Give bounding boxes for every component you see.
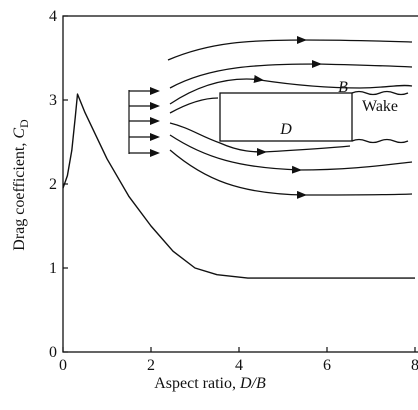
x-tick-label: 4 xyxy=(235,357,243,374)
x-axis-label-symbol: D/B xyxy=(239,375,266,392)
plot-frame xyxy=(62,15,418,353)
x-tick-label: 6 xyxy=(323,357,331,374)
annotation: B xyxy=(338,79,348,96)
x-axis-label-text: Aspect ratio, xyxy=(154,375,240,392)
x-tick-label: 0 xyxy=(59,357,67,374)
y-axis-label-symbol: C xyxy=(11,128,28,139)
x-axis-label: Aspect ratio, D/B xyxy=(154,375,266,392)
y-axis-label-text: Drag coefficient, xyxy=(11,139,28,251)
y-tick-label: 1 xyxy=(49,260,57,277)
y-axis-label-subscript: D xyxy=(17,119,31,128)
x-tick-label: 8 xyxy=(411,357,418,374)
data-line xyxy=(62,93,415,279)
x-tick-label: 2 xyxy=(147,357,155,374)
flow-diagram xyxy=(128,36,413,199)
annotation: Wake xyxy=(362,98,398,115)
y-tick-label: 0 xyxy=(49,344,57,361)
y-tick-label: 2 xyxy=(49,176,57,193)
y-axis-label: Drag coefficient, CD xyxy=(11,119,31,251)
annotation: D xyxy=(279,121,292,138)
y-tick-label: 3 xyxy=(49,92,57,109)
y-tick-label: 4 xyxy=(49,8,57,25)
